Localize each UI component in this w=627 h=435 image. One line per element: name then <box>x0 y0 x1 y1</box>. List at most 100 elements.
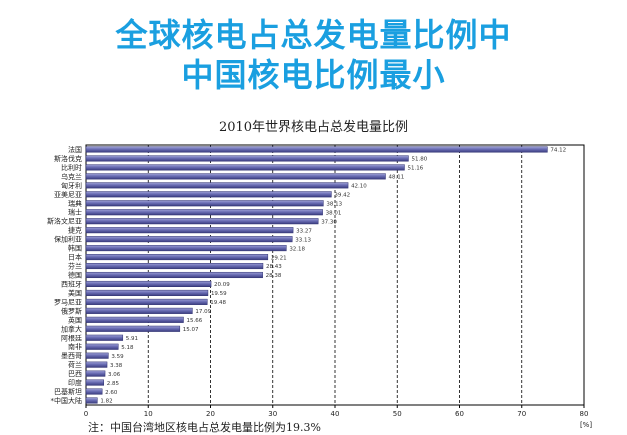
value-label: 3.59 <box>111 354 124 360</box>
value-label: 29.21 <box>271 255 287 261</box>
bar <box>85 307 193 314</box>
bar <box>85 245 287 252</box>
bar <box>85 370 106 377</box>
x-tick-label: 20 <box>206 410 215 418</box>
bar <box>85 200 324 207</box>
bar <box>85 227 294 234</box>
category-label: 保加利亚 <box>54 235 82 244</box>
chart-note: 注：中国台湾地区核电占总发电量比例为19.3% <box>88 421 321 434</box>
chart-title: 2010年世界核电占总发电量比例 <box>218 120 409 135</box>
bar <box>85 155 409 162</box>
bar <box>85 271 263 279</box>
value-label: 5.91 <box>126 336 138 342</box>
category-label: 英国 <box>68 315 82 324</box>
value-label: 38.01 <box>326 210 342 216</box>
bar <box>85 218 319 225</box>
value-label: 28.38 <box>266 273 282 279</box>
x-tick-label: 50 <box>393 410 402 418</box>
bar <box>85 263 264 270</box>
bar <box>85 236 293 243</box>
value-label: 2.85 <box>107 381 120 387</box>
bar <box>85 173 386 180</box>
value-label: 19.48 <box>210 300 226 306</box>
bar <box>85 191 332 198</box>
x-tick-label: 80 <box>580 410 589 418</box>
bar <box>85 254 269 261</box>
value-label: 51.16 <box>407 166 423 172</box>
category-label: 俄罗斯 <box>61 306 82 315</box>
value-label: 1.82 <box>100 399 112 405</box>
category-label: 荷兰 <box>68 360 82 369</box>
x-tick-label: 10 <box>144 410 153 418</box>
value-label: 42.10 <box>351 184 367 190</box>
category-label: 阿根廷 <box>61 333 82 342</box>
bar <box>85 379 104 386</box>
bar <box>85 182 349 189</box>
value-label: 32.18 <box>289 246 305 252</box>
value-label: 37.30 <box>321 219 337 225</box>
value-label: 19.59 <box>211 291 227 297</box>
bar <box>85 289 209 296</box>
category-label: 罗马尼亚 <box>54 298 82 306</box>
bar <box>85 146 548 153</box>
value-label: 5.18 <box>121 345 134 351</box>
bar <box>85 298 208 305</box>
headline-line-1: 全球核电占总发电量比例中 <box>115 16 512 54</box>
value-label: 28.43 <box>266 264 282 270</box>
bar <box>85 397 98 404</box>
category-label: 西班牙 <box>61 279 82 288</box>
bar <box>85 343 119 350</box>
category-label: 芬兰 <box>68 262 82 271</box>
bar <box>85 316 184 323</box>
value-label: 15.07 <box>183 327 199 333</box>
category-label: 墨西哥 <box>61 352 82 360</box>
headline-line-2: 中国核电比例最小 <box>181 56 446 94</box>
value-label: 39.42 <box>334 193 350 199</box>
category-label: 巴西 <box>68 370 82 378</box>
bar <box>85 325 181 332</box>
value-label: 3.06 <box>108 372 121 378</box>
category-label: 瑞士 <box>68 208 82 217</box>
value-label: 38.13 <box>326 201 342 207</box>
bar <box>85 361 108 368</box>
bar <box>85 388 103 395</box>
category-label: 匈牙利 <box>61 181 82 190</box>
bar <box>85 164 405 171</box>
x-tick-label: 60 <box>455 410 464 418</box>
value-label: 20.09 <box>214 282 230 288</box>
category-label: 韩国 <box>68 244 82 253</box>
value-label: 3.38 <box>110 363 123 369</box>
category-label: 斯洛文尼亚 <box>47 217 82 226</box>
value-label: 51.80 <box>411 157 427 163</box>
category-label: 比利时 <box>61 163 82 172</box>
category-label: 捷克 <box>68 226 82 235</box>
x-tick-label: 30 <box>268 410 277 418</box>
x-tick-label: 0 <box>84 410 88 418</box>
value-label: 33.27 <box>296 228 312 234</box>
x-tick-label: 70 <box>517 410 526 418</box>
category-label: 印度 <box>68 378 82 387</box>
bar <box>85 352 109 359</box>
value-label: 33.13 <box>295 237 311 243</box>
category-label: 日本 <box>68 253 82 262</box>
category-label: 加拿大 <box>61 324 82 333</box>
value-label: 17.09 <box>195 309 211 315</box>
bar <box>85 334 124 341</box>
value-label: 74.12 <box>550 148 566 154</box>
value-label: 48.11 <box>388 175 404 181</box>
category-label: 南非 <box>68 342 82 351</box>
x-unit-label: [%] <box>580 421 592 429</box>
category-label: 斯洛伐克 <box>54 154 82 163</box>
category-label: 德国 <box>68 271 82 280</box>
category-label: 法国 <box>68 145 82 154</box>
bar <box>85 280 212 287</box>
value-label: 15.66 <box>186 318 202 324</box>
category-label: 美国 <box>68 288 82 297</box>
value-label: 2.60 <box>105 390 118 396</box>
x-tick-label: 40 <box>331 410 340 418</box>
category-label: 乌克兰 <box>61 172 82 181</box>
category-label: 巴基斯坦 <box>54 387 82 396</box>
bar <box>85 209 323 216</box>
category-label: *中国大陆 <box>51 396 83 405</box>
